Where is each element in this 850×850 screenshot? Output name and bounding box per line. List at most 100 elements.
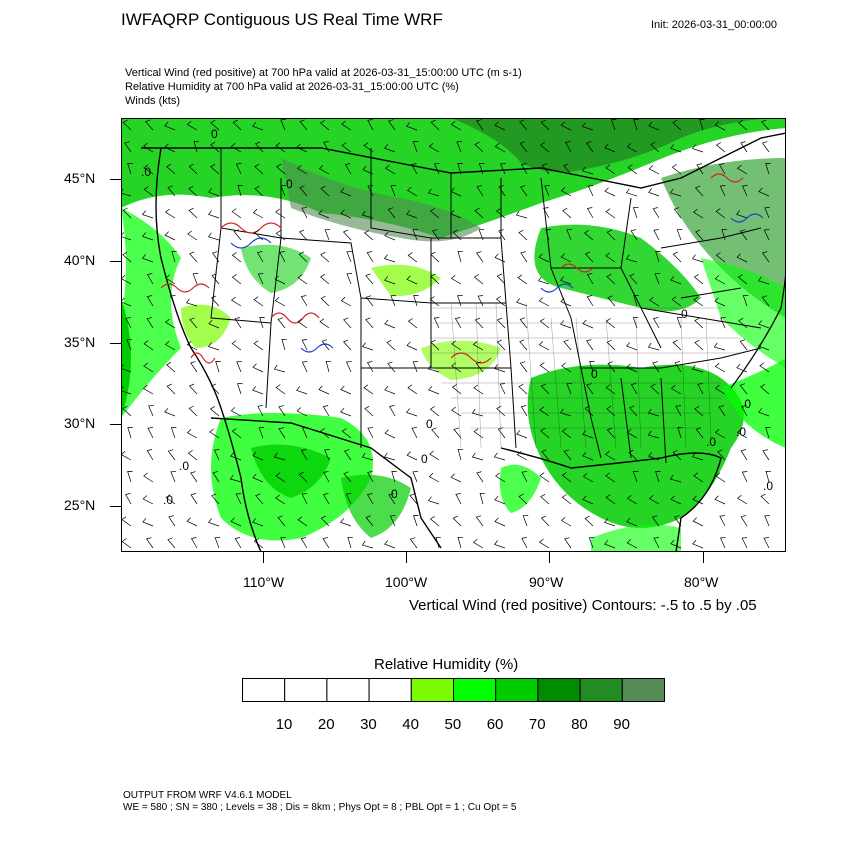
wind-barb xyxy=(719,515,726,527)
wind-barb xyxy=(632,207,639,219)
wind-barb xyxy=(736,210,748,219)
wind-barb xyxy=(252,518,264,527)
wind-barb xyxy=(498,229,506,241)
wind-barb xyxy=(429,516,440,527)
wind-barb xyxy=(473,538,484,549)
wind-barb xyxy=(207,342,220,351)
wind-barb xyxy=(406,341,418,351)
wind-barb xyxy=(210,141,220,153)
wind-barb xyxy=(765,427,771,439)
wind-barb xyxy=(515,210,528,219)
wind-barb xyxy=(497,427,506,439)
wind-barb xyxy=(406,451,418,461)
wind-barb xyxy=(626,517,638,527)
wind-barb xyxy=(713,342,726,351)
subtitle-vertical-wind: Vertical Wind (red positive) at 700 hPa … xyxy=(125,67,522,79)
wind-barb xyxy=(384,231,396,241)
wind-barb xyxy=(648,165,660,175)
wind-barb xyxy=(715,472,726,483)
wind-barb xyxy=(297,318,308,329)
wind-barb xyxy=(299,119,308,131)
colorbar-label: 70 xyxy=(528,716,546,733)
wind-barb xyxy=(164,121,176,131)
wind-barb xyxy=(361,210,374,219)
wind-barb xyxy=(429,406,440,417)
wind-barb xyxy=(207,232,220,241)
contour-zero-label: 0 xyxy=(681,307,688,321)
wind-barb xyxy=(741,185,748,197)
wind-barb xyxy=(324,449,330,461)
wind-barb xyxy=(188,405,198,417)
wind-barb xyxy=(323,141,330,153)
wind-barb xyxy=(736,363,748,373)
wind-barb xyxy=(407,318,418,329)
lon-label-80w: 80°W xyxy=(684,574,719,590)
wind-barb xyxy=(388,493,396,505)
wind-barb xyxy=(340,518,352,527)
wind-barb xyxy=(234,317,242,329)
wind-barb xyxy=(188,163,198,175)
wind-barb xyxy=(164,231,176,241)
wind-barb xyxy=(210,406,220,417)
wind-barb xyxy=(170,427,177,439)
wind-barb xyxy=(390,295,396,307)
wind-barb xyxy=(494,143,506,153)
wind-barb xyxy=(538,297,550,307)
wind-barb xyxy=(669,188,682,197)
lat-label-45n: 45°N xyxy=(64,170,96,186)
wind-barb xyxy=(252,386,264,395)
wind-barb xyxy=(611,119,617,131)
contour-zero-label-alt: .0 xyxy=(179,459,189,473)
wind-barb xyxy=(693,472,704,483)
wind-barb xyxy=(121,364,132,373)
wind-barb xyxy=(121,232,132,241)
wind-barb xyxy=(584,230,594,241)
wind-barb xyxy=(456,141,462,153)
wind-barb xyxy=(494,495,506,505)
wind-barb xyxy=(208,188,220,197)
wind-barb xyxy=(301,339,308,351)
wind-barb xyxy=(714,121,726,131)
wind-barb xyxy=(606,405,616,417)
wind-barb xyxy=(692,517,704,527)
wind-barb xyxy=(605,384,616,395)
wind-barb xyxy=(253,538,264,549)
wind-barb xyxy=(563,449,572,461)
wind-barb xyxy=(254,163,264,175)
wind-barb xyxy=(255,141,264,153)
wind-barb xyxy=(409,537,418,549)
wind-barb xyxy=(582,451,594,461)
wind-barb xyxy=(562,207,572,219)
wind-barb xyxy=(343,317,352,329)
wind-barb xyxy=(389,515,396,527)
wind-barb xyxy=(630,229,638,241)
wind-barb xyxy=(736,253,748,263)
wind-barb xyxy=(494,517,506,527)
wind-barb xyxy=(472,341,484,351)
wind-barb xyxy=(388,119,396,131)
wind-barb xyxy=(230,407,242,417)
wind-barbs xyxy=(121,119,772,549)
colorbar-label: 60 xyxy=(486,716,504,733)
wind-barb xyxy=(215,361,221,373)
wind-barb xyxy=(127,163,133,175)
wind-barb xyxy=(273,452,286,461)
colorbar-label: 50 xyxy=(444,716,462,733)
wind-barb xyxy=(694,185,704,197)
wind-barb xyxy=(670,384,682,395)
colorbar-swatch xyxy=(621,678,665,702)
wind-barb xyxy=(561,494,572,505)
wind-barb xyxy=(625,188,638,197)
wind-barb xyxy=(605,318,616,329)
wind-barb xyxy=(671,296,682,307)
wind-barb xyxy=(560,253,572,263)
wind-barb xyxy=(344,449,352,461)
wind-barb xyxy=(190,361,198,373)
wind-barb xyxy=(319,120,330,131)
wind-barb xyxy=(346,251,352,263)
wind-barb xyxy=(476,471,484,483)
wind-barb xyxy=(653,537,660,549)
wind-barb xyxy=(691,452,704,461)
wind-barb xyxy=(185,298,198,307)
wind-barb xyxy=(521,471,528,483)
